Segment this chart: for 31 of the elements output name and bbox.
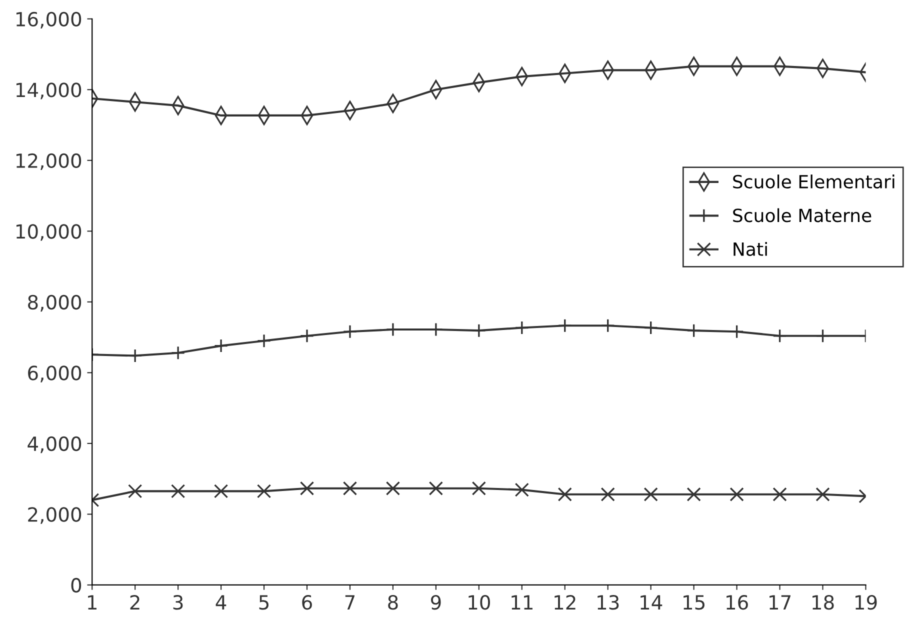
y-tick-label: 4,000	[28, 436, 82, 454]
x-tick-label: 13	[598, 595, 619, 610]
x-tick-label: 6	[302, 595, 312, 610]
x-tick-label: 16	[726, 595, 748, 610]
legend-label: Nati	[734, 242, 767, 256]
legend-label: Scuole Elementari	[733, 174, 894, 189]
y-tick-label: 8,000	[28, 294, 82, 312]
y-tick-label: 14,000	[16, 82, 82, 100]
x-tick-label: 8	[388, 595, 398, 610]
x-tick-label: 18	[812, 595, 834, 610]
x-tick-label: 12	[554, 595, 576, 610]
x-tick-label: 2	[130, 595, 140, 610]
x-tick-label: 11	[512, 595, 532, 610]
x-tick-label: 9	[430, 595, 441, 610]
x-tick-label: 4	[216, 595, 226, 610]
legend-label: Scuole Materne	[733, 208, 872, 222]
y-tick-label: 10,000	[16, 224, 82, 241]
y-tick-label: 16,000	[16, 12, 82, 29]
x-tick-label: 1	[88, 595, 96, 610]
x-tick-label: 10	[468, 595, 490, 610]
y-tick-label: 2,000	[28, 507, 82, 524]
x-tick-label: 7	[345, 595, 355, 610]
y-tick-label: 0	[71, 578, 82, 593]
x-tick-label: 17	[770, 595, 790, 610]
y-tick-label: 6,000	[28, 366, 82, 382]
x-tick-label: 14	[640, 595, 662, 610]
x-tick-label: 15	[684, 595, 704, 610]
y-tick-label: 12,000	[16, 153, 82, 170]
x-tick-label: 5	[259, 595, 269, 610]
x-tick-label: 3	[173, 595, 183, 610]
x-tick-label: 19	[856, 595, 877, 610]
